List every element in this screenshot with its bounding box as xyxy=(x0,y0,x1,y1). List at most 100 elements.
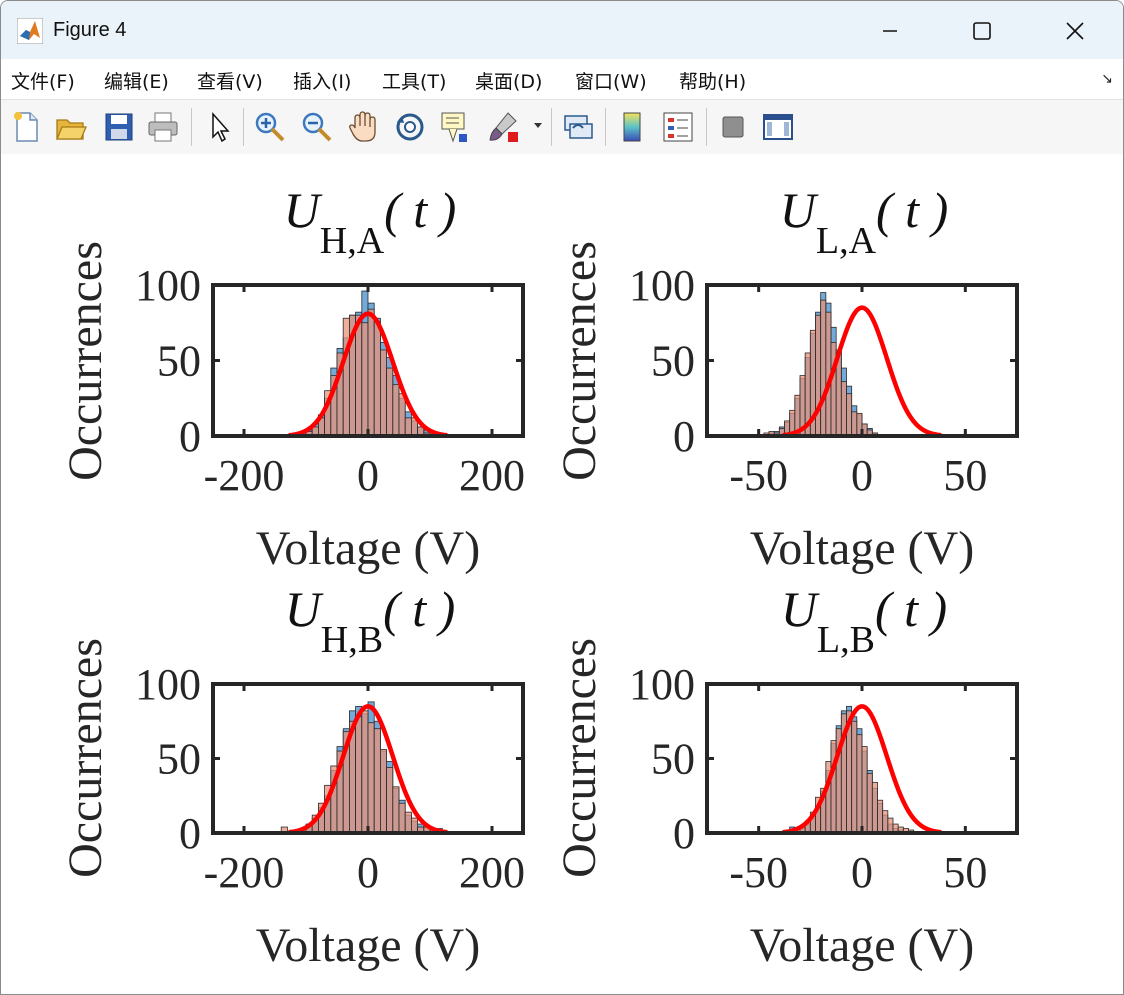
x-tick-label: 0 xyxy=(851,451,873,500)
x-tick-label: 0 xyxy=(357,451,379,500)
y-tick-label: 100 xyxy=(629,261,695,310)
menu-help[interactable]: 帮助(H) xyxy=(679,71,747,93)
legend-icon[interactable] xyxy=(661,110,695,144)
histogram-bar xyxy=(882,810,889,834)
link-icon[interactable] xyxy=(561,110,595,144)
histogram-bar xyxy=(866,773,873,834)
y-tick-label: 50 xyxy=(651,337,695,386)
x-tick-label: -50 xyxy=(729,451,788,500)
show-plot-tools-icon[interactable] xyxy=(761,110,795,144)
zoom-out-icon[interactable] xyxy=(300,110,334,144)
histogram-bar xyxy=(379,349,387,437)
gaussian-fit-curve xyxy=(287,311,449,438)
title-subscript: L,B xyxy=(817,619,875,661)
pan-hand-icon[interactable] xyxy=(347,110,381,144)
x-tick-label: -200 xyxy=(204,848,285,897)
close-icon xyxy=(1066,22,1084,40)
histogram-bar xyxy=(392,786,400,834)
histogram-axes-3: -50 0 50 0 50 100 Voltage (V) Occurrences UL,B( … xyxy=(553,581,1019,972)
histogram-bar xyxy=(373,728,381,834)
x-tick-label: 0 xyxy=(851,848,873,897)
histogram-bar xyxy=(379,749,387,834)
toolbar-separator xyxy=(605,108,606,146)
title-subscript: H,B xyxy=(321,619,383,661)
y-tick-label: 100 xyxy=(135,261,201,310)
menu-window[interactable]: 窗口(W) xyxy=(575,71,647,93)
title-subscript: H,A xyxy=(320,220,385,262)
histogram-bar xyxy=(386,367,394,437)
minimize-icon xyxy=(883,30,897,32)
y-axis-label: Occurrences xyxy=(553,638,606,878)
dock-arrow-icon[interactable]: ↘ xyxy=(1101,70,1113,86)
title-argument: ( t ) xyxy=(383,581,455,637)
open-folder-icon[interactable] xyxy=(54,110,88,144)
chart-title: UH,A( t ) xyxy=(284,182,457,262)
histogram-bar xyxy=(820,299,827,437)
histogram-bar xyxy=(342,317,350,437)
histogram-bar xyxy=(367,722,375,834)
select-arrow-icon[interactable] xyxy=(203,110,237,144)
brush-icon[interactable] xyxy=(486,110,520,144)
matlab-logo-icon xyxy=(17,18,43,44)
maximize-icon xyxy=(973,22,991,40)
histogram-bar xyxy=(815,314,822,437)
histogram-bar xyxy=(851,720,858,834)
title-main: U xyxy=(284,182,323,238)
y-tick-label: 0 xyxy=(179,809,201,858)
y-tick-label: 100 xyxy=(629,660,695,709)
menu-tools[interactable]: 工具(T) xyxy=(382,71,447,93)
x-tick-label: 0 xyxy=(357,848,379,897)
brush-dropdown-icon[interactable] xyxy=(533,122,543,130)
menu-insert[interactable]: 插入(I) xyxy=(293,71,352,93)
x-tick-label: 200 xyxy=(459,848,525,897)
zoom-in-icon[interactable] xyxy=(253,110,287,144)
histogram-bar xyxy=(355,716,363,834)
gaussian-fit-curve xyxy=(781,704,943,835)
menu-file[interactable]: 文件(F) xyxy=(11,71,75,93)
histogram-bar xyxy=(410,817,418,834)
y-axis-label: Occurrences xyxy=(59,638,112,878)
title-main: U xyxy=(780,182,819,238)
save-icon[interactable] xyxy=(102,110,136,144)
histogram-bar xyxy=(840,381,847,437)
histogram-bar xyxy=(404,417,412,437)
histogram-bar xyxy=(404,811,412,834)
y-tick-label: 50 xyxy=(157,735,201,784)
toolbar xyxy=(1,99,1123,155)
close-button[interactable] xyxy=(1052,11,1098,51)
histogram-bar xyxy=(361,322,369,437)
chart-title: UL,B( t ) xyxy=(781,581,947,661)
new-file-icon[interactable] xyxy=(10,110,44,144)
menu-view[interactable]: 查看(V) xyxy=(197,71,263,93)
menu-edit[interactable]: 编辑(E) xyxy=(104,71,169,93)
histogram-bar xyxy=(398,393,406,437)
gaussian-fit-curve xyxy=(781,305,943,438)
histogram-bar xyxy=(851,411,858,437)
histogram-bar xyxy=(355,314,363,437)
x-axis-label: Voltage (V) xyxy=(750,919,974,972)
histogram-bar xyxy=(367,308,375,437)
title-main: U xyxy=(781,581,820,637)
colorbar-icon[interactable] xyxy=(615,110,649,144)
data-tips-icon[interactable] xyxy=(439,110,473,144)
y-tick-label: 0 xyxy=(673,809,695,858)
print-icon[interactable] xyxy=(146,110,180,144)
maximize-button[interactable] xyxy=(959,11,1005,51)
x-axis-label: Voltage (V) xyxy=(256,522,480,575)
minimize-button[interactable] xyxy=(867,11,913,51)
x-axis-label: Voltage (V) xyxy=(750,522,974,575)
toolbar-separator xyxy=(706,108,707,146)
histogram-bar xyxy=(871,781,878,834)
rotate-3d-icon[interactable] xyxy=(393,110,427,144)
title-bar[interactable]: Figure 4 xyxy=(1,1,1123,59)
toolbar-separator xyxy=(191,108,192,146)
hide-plot-tools-icon[interactable] xyxy=(716,110,750,144)
y-axis-label: Occurrences xyxy=(553,241,606,481)
menu-desktop[interactable]: 桌面(D) xyxy=(475,71,543,93)
y-tick-label: 50 xyxy=(651,735,695,784)
chart-title: UH,B( t ) xyxy=(285,581,456,661)
toolbar-separator xyxy=(243,108,244,146)
histogram-bar xyxy=(887,817,894,834)
